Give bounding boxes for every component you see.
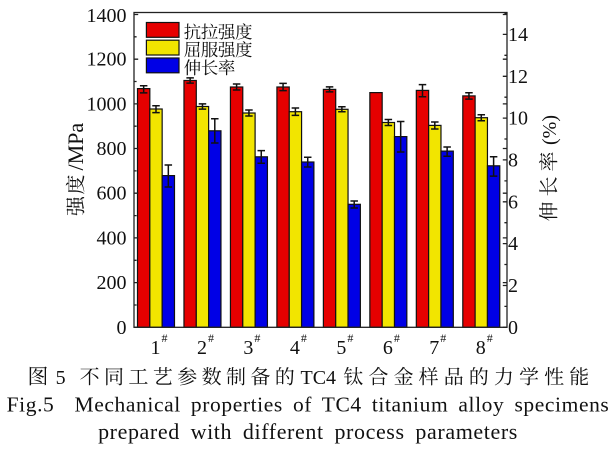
svg-text:0: 0 [508,317,518,339]
svg-text:10: 10 [508,108,528,130]
svg-text:14: 14 [508,24,528,46]
svg-text:8: 8 [508,149,518,171]
svg-text:(%): (%) [539,115,561,145]
svg-text:12: 12 [508,66,528,88]
svg-text:400: 400 [97,227,127,249]
svg-text:4: 4 [508,233,518,255]
svg-text:6: 6 [508,191,518,213]
svg-text:1000: 1000 [87,93,127,115]
svg-text:200: 200 [97,272,127,294]
svg-text:5: 5 [56,367,66,389]
svg-text:1400: 1400 [87,5,127,27]
svg-text:600: 600 [97,183,127,205]
svg-text:TC4: TC4 [301,367,337,389]
svg-text:0: 0 [117,317,127,339]
svg-text:1200: 1200 [87,49,127,71]
svg-text:2: 2 [508,275,518,297]
svg-text:/MPa: /MPa [63,123,88,171]
svg-text:prepared with different proces: prepared with different process paramete… [98,419,518,444]
svg-text:800: 800 [97,138,127,160]
svg-text:Fig.5 Mechanical properties o: Fig.5 Mechanical properties of TC4 titan… [7,393,610,417]
